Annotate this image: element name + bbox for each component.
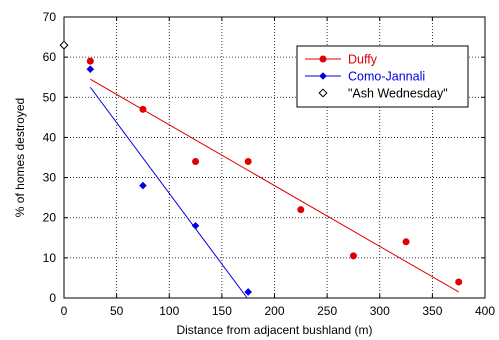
y-tick-label: 30 xyxy=(43,171,57,185)
fit-line-series-1 xyxy=(89,86,248,299)
x-tick-label: 50 xyxy=(110,304,124,318)
y-tick-label: 20 xyxy=(43,211,57,225)
grid xyxy=(64,17,485,298)
y-axis-title: % of homes destroyed xyxy=(13,98,27,217)
data-point-series-0 xyxy=(455,278,463,286)
data-point-series-0 xyxy=(244,158,252,166)
y-tick-label: 60 xyxy=(43,50,57,64)
markers xyxy=(59,40,463,296)
x-axis: 0 50 100 150 200 250 300 350 400 xyxy=(61,17,495,318)
legend-marker-series-1 xyxy=(319,72,327,80)
x-tick-label: 300 xyxy=(370,304,390,318)
data-point-series-0 xyxy=(192,158,200,166)
x-tick-label: 100 xyxy=(159,304,179,318)
x-axis-title: Distance from adjacent bushland (m) xyxy=(176,323,372,337)
x-tick-label: 200 xyxy=(264,304,284,318)
y-tick-label: 70 xyxy=(43,10,57,24)
legend-marker-series-0 xyxy=(319,55,327,63)
data-point-series-0 xyxy=(297,206,305,214)
y-tick-label: 0 xyxy=(49,291,56,305)
x-tick-label: 400 xyxy=(475,304,495,318)
y-tick-label: 10 xyxy=(43,251,57,265)
x-tick-label: 250 xyxy=(317,304,337,318)
x-tick-label: 0 xyxy=(61,304,68,318)
fit-line-series-0 xyxy=(90,78,459,293)
legend-marker-series-2 xyxy=(318,88,328,98)
data-point-series-2 xyxy=(59,40,69,50)
data-point-series-1 xyxy=(139,181,147,190)
data-point-series-1 xyxy=(191,221,200,230)
x-tick-label: 350 xyxy=(422,304,442,318)
y-tick-label: 50 xyxy=(43,90,57,104)
fit-lines xyxy=(89,78,459,299)
legend-label-series-2: "Ash Wednesday" xyxy=(348,87,448,101)
legend: Duffy Como-Jannali "Ash Wednesday" xyxy=(296,45,469,108)
data-point-series-0 xyxy=(139,105,147,113)
legend-label-series-1: Como-Jannali xyxy=(348,70,425,84)
y-tick-label: 40 xyxy=(43,130,57,144)
data-point-series-0 xyxy=(349,252,357,260)
data-point-series-0 xyxy=(402,238,410,246)
data-point-series-1 xyxy=(244,288,252,296)
x-tick-label: 150 xyxy=(212,304,232,318)
legend-label-series-0: Duffy xyxy=(348,53,378,67)
data-point-series-0 xyxy=(86,57,94,65)
y-axis: 0 10 20 30 40 50 60 70 xyxy=(43,10,485,305)
data-point-series-1 xyxy=(86,65,95,73)
